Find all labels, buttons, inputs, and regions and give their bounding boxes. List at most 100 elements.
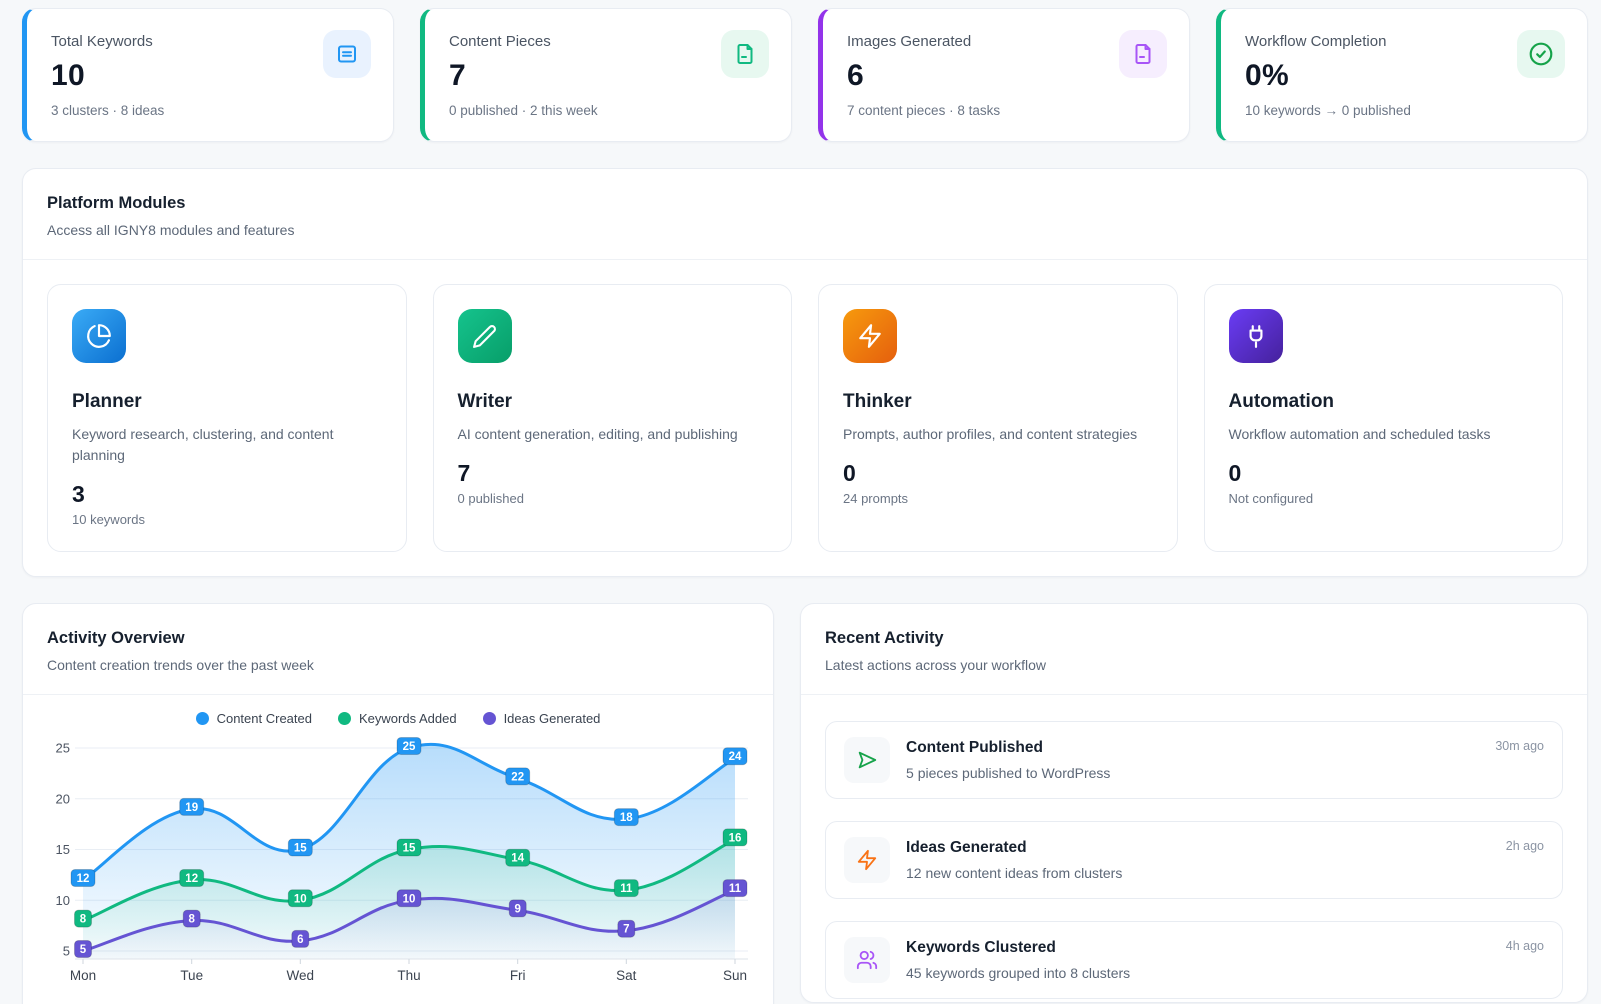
stat-sub: 0 published · 2 this week <box>449 103 598 118</box>
svg-text:Thu: Thu <box>397 968 420 983</box>
legend-label: Ideas Generated <box>503 711 601 726</box>
stat-card-total-keywords: Total Keywords 10 3 clusters · 8 ideas <box>22 8 394 142</box>
send-icon <box>844 737 891 783</box>
zap-icon <box>843 309 897 363</box>
module-card-automation[interactable]: Automation Workflow automation and sched… <box>1203 284 1563 552</box>
stat-card-workflow-completion: Workflow Completion 0% 10 keywords → 0 p… <box>1216 8 1588 142</box>
svg-text:24: 24 <box>729 751 742 763</box>
section-title: Platform Modules <box>47 194 186 212</box>
stat-value: 0% <box>1245 59 1289 92</box>
legend-label: Keywords Added <box>358 711 457 726</box>
stats-row: Total Keywords 10 3 clusters · 8 ideas C… <box>22 8 1588 142</box>
module-value: 0 <box>843 460 856 486</box>
legend-dot <box>195 712 209 725</box>
svg-text:11: 11 <box>729 883 742 895</box>
divider <box>801 694 1587 695</box>
legend-item-content-created[interactable]: Content Created <box>195 711 312 726</box>
activity-text: Ideas Generated 12 new content ideas fro… <box>906 839 1122 881</box>
activity-item-ideas-generated[interactable]: Ideas Generated 12 new content ideas fro… <box>825 821 1563 899</box>
module-value: 3 <box>72 481 85 507</box>
stat-card-images-generated: Images Generated 6 7 content pieces · 8 … <box>818 8 1190 142</box>
file-icon <box>721 30 769 78</box>
svg-text:15: 15 <box>403 843 416 855</box>
legend-item-ideas-generated[interactable]: Ideas Generated <box>482 711 601 726</box>
zap-icon <box>844 837 891 883</box>
section-subtitle: Access all IGNY8 modules and features <box>47 222 295 238</box>
stat-label: Content Pieces <box>449 33 551 50</box>
module-sub: 10 keywords <box>72 512 145 527</box>
svg-text:15: 15 <box>294 843 307 855</box>
plug-icon <box>1228 309 1283 363</box>
activity-item-content-published[interactable]: Content Published 5 pieces published to … <box>825 721 1563 799</box>
svg-text:Tue: Tue <box>180 968 203 983</box>
legend-item-keywords-added[interactable]: Keywords Added <box>337 711 457 726</box>
svg-text:7: 7 <box>623 924 629 936</box>
list-icon <box>323 30 371 78</box>
svg-text:Sun: Sun <box>723 968 747 983</box>
module-desc: Prompts, author profiles, and content st… <box>843 426 1138 442</box>
stat-sub: 10 keywords → 0 published <box>1245 103 1411 118</box>
stat-label: Total Keywords <box>51 33 153 50</box>
module-desc: Keyword research, clustering, and conten… <box>72 426 334 463</box>
activity-list: Content Published 5 pieces published to … <box>801 695 1587 1002</box>
divider <box>23 694 774 695</box>
svg-text:9: 9 <box>514 903 520 915</box>
stat-card-content-pieces: Content Pieces 7 0 published · 2 this we… <box>420 8 792 142</box>
section-title: Activity Overview <box>47 629 185 647</box>
activity-text: Keywords Clustered 45 keywords grouped i… <box>906 939 1130 981</box>
recent-activity-panel: Recent Activity Latest actions across yo… <box>800 603 1588 1003</box>
svg-text:14: 14 <box>511 853 524 865</box>
svg-text:22: 22 <box>511 771 524 783</box>
module-card-writer[interactable]: Writer AI content generation, editing, a… <box>432 284 792 552</box>
module-sub: Not configured <box>1228 491 1314 506</box>
svg-text:15: 15 <box>56 842 70 857</box>
divider <box>23 259 1587 260</box>
module-title: Writer <box>457 391 513 412</box>
svg-text:Mon: Mon <box>70 968 96 983</box>
activity-text: Content Published 5 pieces published to … <box>906 739 1110 781</box>
module-card-thinker[interactable]: Thinker Prompts, author profiles, and co… <box>818 284 1178 552</box>
svg-text:19: 19 <box>185 802 198 814</box>
activity-item-keywords-clustered[interactable]: Keywords Clustered 45 keywords grouped i… <box>825 921 1563 999</box>
module-desc: Workflow automation and scheduled tasks <box>1228 426 1491 442</box>
module-title: Thinker <box>843 391 912 412</box>
svg-text:Fri: Fri <box>510 968 526 983</box>
svg-text:10: 10 <box>56 893 70 908</box>
module-card-planner[interactable]: Planner Keyword research, clustering, an… <box>47 284 407 552</box>
stat-value: 6 <box>847 59 864 92</box>
section-subtitle: Latest actions across your workflow <box>825 657 1046 673</box>
activity-time: 4h ago <box>1505 939 1544 953</box>
activity-time: 2h ago <box>1505 839 1544 853</box>
check-circle-icon <box>1517 30 1565 78</box>
users-icon <box>844 937 891 983</box>
module-title: Planner <box>72 391 142 412</box>
stat-sub: 7 content pieces · 8 tasks <box>847 103 1001 118</box>
stat-sub: 3 clusters · 8 ideas <box>51 103 165 118</box>
activity-overview-panel: Activity Overview Content creation trend… <box>22 603 775 1004</box>
legend-dot <box>337 712 351 725</box>
svg-text:8: 8 <box>188 914 195 926</box>
svg-text:11: 11 <box>620 883 633 895</box>
activity-chart-svg: 5 10 15 20 25 Mon Tue Wed Thu Fri Sat Sun 12 19 15 25 22… <box>56 737 748 983</box>
file-image-icon <box>1119 30 1167 78</box>
modules-grid: Planner Keyword research, clustering, an… <box>23 260 1587 576</box>
module-sub: 24 prompts <box>843 491 909 506</box>
activity-title: Content Published <box>906 739 1043 756</box>
platform-modules-panel: Platform Modules Access all IGNY8 module… <box>22 168 1588 577</box>
section-subtitle: Content creation trends over the past we… <box>47 657 314 673</box>
bottom-row: Activity Overview Content creation trend… <box>22 603 1588 1004</box>
svg-text:25: 25 <box>403 741 416 753</box>
chart-legend: Content Created Keywords Added Ideas Gener… <box>23 695 773 730</box>
activity-desc: 45 keywords grouped into 8 clusters <box>906 965 1131 981</box>
svg-text:18: 18 <box>620 812 633 824</box>
module-sub: 0 published <box>457 491 525 506</box>
svg-text:16: 16 <box>729 832 742 844</box>
activity-desc: 12 new content ideas from clusters <box>906 865 1123 881</box>
svg-text:25: 25 <box>56 741 70 756</box>
pencil-icon <box>457 309 512 363</box>
stat-value: 7 <box>449 59 466 92</box>
module-value: 7 <box>457 460 471 486</box>
svg-text:10: 10 <box>403 893 416 905</box>
platform-modules-header: Platform Modules Access all IGNY8 module… <box>23 169 1587 259</box>
